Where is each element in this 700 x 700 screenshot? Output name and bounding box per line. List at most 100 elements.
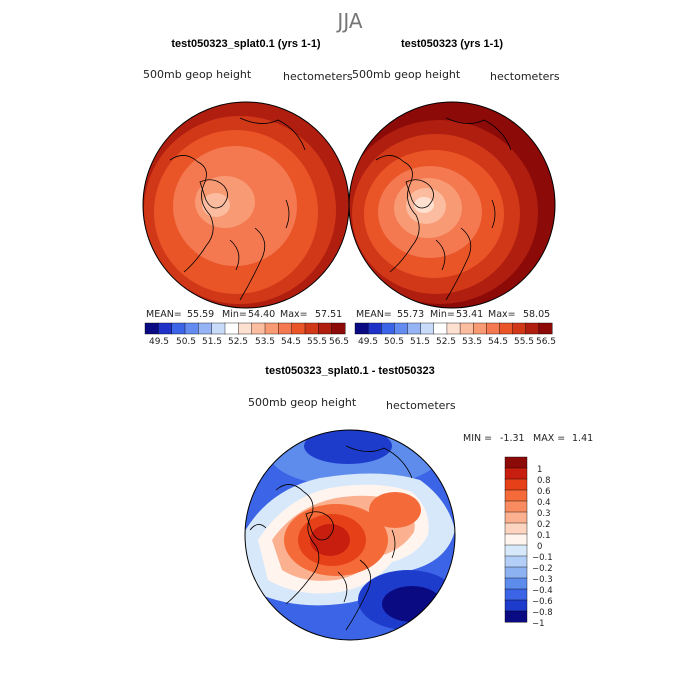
panel-a-units: hectometers xyxy=(283,70,353,83)
panel-c-tick: −0.1 xyxy=(532,553,553,563)
panel-b-min-label: Min= xyxy=(430,309,455,320)
panel-a-colorbar xyxy=(144,322,346,335)
panel-a-min-label: Min= xyxy=(222,309,247,320)
panel-a-colorbar-swatch xyxy=(158,322,173,335)
panel-b-colorbar-swatch xyxy=(420,322,435,335)
panel-c-max-label: MAX = xyxy=(533,433,565,444)
panel-b-map-border xyxy=(348,101,556,309)
panel-c-colorbar-swatch xyxy=(504,522,528,535)
panel-c-colorbar xyxy=(504,456,528,623)
panel-c-min-value: -1.31 xyxy=(500,433,525,444)
panel-b-title: test050323 (yrs 1-1) xyxy=(401,38,503,50)
panel-c-tick: 0.8 xyxy=(537,476,551,486)
panel-b-colorbar-swatch xyxy=(525,322,540,335)
panel-c-colorbar-swatch xyxy=(504,456,528,469)
panel-a-colorbar-swatch xyxy=(331,322,346,335)
panel-b-colorbar-swatch xyxy=(354,322,369,335)
panel-b-min-value: 53.41 xyxy=(456,309,483,320)
panel-c-colorbar-swatch xyxy=(504,588,528,601)
panel-c-tick: 0.2 xyxy=(537,520,551,530)
panel-b: test050323 (yrs 1-1) 500mb geop height h… xyxy=(348,38,560,347)
panel-c-max-value: 1.41 xyxy=(572,433,593,444)
panel-c-tick: 0.3 xyxy=(537,509,551,519)
panel-c-neg-north xyxy=(304,430,392,464)
panel-b-colorbar-swatch xyxy=(433,322,448,335)
panel-a-map xyxy=(143,102,349,308)
panel-c-pos-east xyxy=(369,492,421,528)
panel-b-tick: 56.5 xyxy=(536,337,556,347)
panel-a-colorbar-swatch xyxy=(251,322,266,335)
panel-b-map xyxy=(349,102,555,308)
panel-c-colorbar-swatch xyxy=(504,544,528,557)
panel-a-tick: 50.5 xyxy=(176,337,196,347)
panel-c-colorbar-swatch xyxy=(504,577,528,590)
panel-a-field-band5 xyxy=(202,193,230,217)
panel-b-max-label: Max= xyxy=(488,309,516,320)
panel-b-colorbar-swatch xyxy=(459,322,474,335)
panel-c-tick: 1 xyxy=(537,465,542,475)
panel-a-colorbar-swatch xyxy=(264,322,279,335)
panel-a-variable: 500mb geop height xyxy=(143,68,252,81)
panel-b-colorbar-swatch xyxy=(486,322,500,335)
panel-b-tick: 55.5 xyxy=(514,337,534,347)
panel-a-tick: 53.5 xyxy=(255,337,275,347)
panel-a-colorbar-swatch xyxy=(278,322,293,335)
panel-b-colorbar-swatch xyxy=(381,322,395,335)
panel-c-tick: −0.4 xyxy=(532,586,553,596)
panel-b-mean-value: 55.73 xyxy=(397,309,424,320)
main-title: JJA xyxy=(335,9,362,33)
panel-c-colorbar-swatch xyxy=(504,511,528,524)
panel-c-colorbar-swatch xyxy=(504,610,528,623)
panel-a-mean-value: 55.59 xyxy=(187,309,214,320)
panel-b-tick: 51.5 xyxy=(410,337,430,347)
panel-a-coastlines xyxy=(169,117,306,301)
panel-a-min-value: 54.40 xyxy=(248,309,275,320)
panel-c-tick: −0.2 xyxy=(532,564,553,574)
panel-b-colorbar-swatch xyxy=(446,322,461,335)
panel-c-colorbar-ticks: 1 0.8 0.6 0.4 0.3 0.2 0.1 0 −0.1 −0.2 −0… xyxy=(532,465,553,629)
panel-c-neg-south xyxy=(382,586,442,622)
panel-b-colorbar xyxy=(354,322,553,335)
panel-c-tick: −0.6 xyxy=(532,597,553,607)
panel-c-colorbar-swatch xyxy=(504,478,528,491)
panel-a: test050323_splat0.1 (yrs 1-1) 500mb geop… xyxy=(142,38,353,347)
panel-c-pos-core xyxy=(310,524,350,556)
panel-a-colorbar-swatch xyxy=(238,322,253,335)
panel-a-colorbar-swatch xyxy=(171,322,186,335)
panel-b-mean-label: MEAN= xyxy=(356,309,392,320)
panel-c-tick: −1 xyxy=(532,619,545,629)
panel-a-max-label: Max= xyxy=(280,309,308,320)
panel-b-units: hectometers xyxy=(490,70,560,83)
panel-c-tick: 0.1 xyxy=(537,531,551,541)
panel-b-colorbar-swatch xyxy=(512,322,527,335)
panel-c-map xyxy=(245,430,455,640)
panel-b-tick: 53.5 xyxy=(462,337,482,347)
panel-c-colorbar-swatch xyxy=(504,467,528,480)
panel-a-colorbar-swatch xyxy=(144,322,159,335)
panel-c-tick: −0.8 xyxy=(532,608,553,618)
panel-b-tick: 54.5 xyxy=(488,337,508,347)
panel-a-title: test050323_splat0.1 (yrs 1-1) xyxy=(171,38,321,50)
panel-a-colorbar-swatch xyxy=(211,322,226,335)
panel-c-colorbar-swatch xyxy=(504,489,528,502)
panel-b-colorbar-swatch xyxy=(394,322,409,335)
panel-b-variable: 500mb geop height xyxy=(352,68,461,81)
panel-c-coastlines xyxy=(249,445,413,631)
panel-a-colorbar-swatch xyxy=(224,322,239,335)
panel-c-min-label: MIN = xyxy=(463,433,492,444)
panel-c-tick: 0 xyxy=(537,542,542,552)
panel-b-tick: 50.5 xyxy=(384,337,404,347)
panel-a-tick: 49.5 xyxy=(149,337,169,347)
panel-a-colorbar-swatch xyxy=(304,322,319,335)
panel-b-colorbar-swatch xyxy=(499,322,514,335)
panel-b-max-value: 58.05 xyxy=(523,309,550,320)
panel-c-colorbar-swatch xyxy=(504,566,528,579)
panel-c-colorbar-swatch xyxy=(504,555,528,568)
panel-a-tick: 54.5 xyxy=(281,337,301,347)
panel-c: test050323_splat0.1 - test050323 500mb g… xyxy=(244,365,593,641)
panel-c-colorbar-swatch xyxy=(504,599,528,612)
panel-a-colorbar-ticks: 49.5 50.5 51.5 52.5 53.5 54.5 55.5 56.5 xyxy=(149,337,349,347)
panel-b-colorbar-swatch xyxy=(538,322,553,335)
